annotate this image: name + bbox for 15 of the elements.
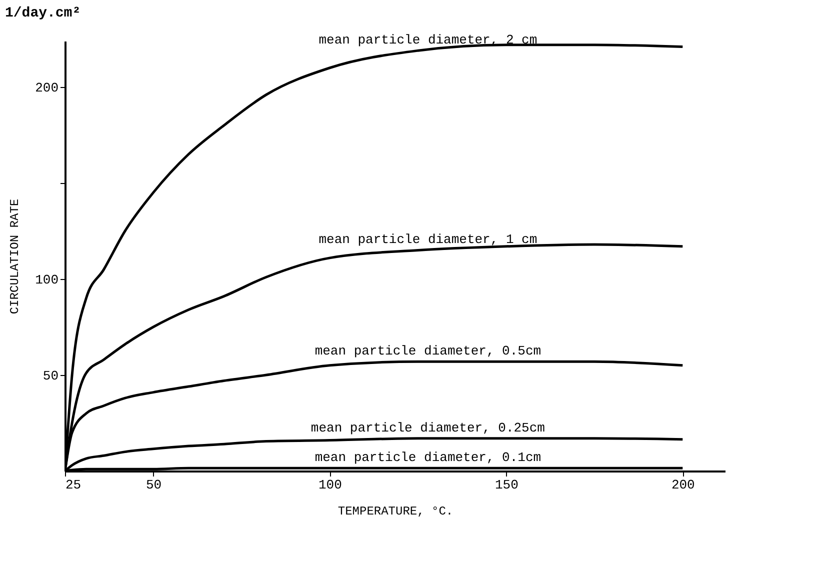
chart-title: 1/day.cm² — [5, 6, 81, 22]
y-tick-label: 100 — [35, 272, 58, 288]
y-tick-label: 200 — [35, 80, 58, 96]
x-tick-label: 200 — [671, 478, 695, 492]
series-label: mean particle diameter, 0.5cm — [314, 344, 542, 359]
series-label: mean particle diameter, 0.25cm — [310, 420, 546, 436]
y-tick-label: 50 — [42, 368, 58, 384]
x-tick-label: 25 — [66, 478, 82, 492]
y-axis-title: CIRCULATION RATE — [8, 198, 22, 314]
series-label: mean particle diameter, 1 cm — [318, 232, 538, 248]
x-tick-label: 150 — [494, 478, 518, 492]
x-tick-label: 50 — [146, 478, 162, 492]
x-tick-label: 100 — [318, 478, 342, 492]
series-label: mean particle diameter, 0.1cm — [314, 450, 542, 466]
x-axis-title: TEMPERATURE, °C. — [338, 504, 454, 518]
